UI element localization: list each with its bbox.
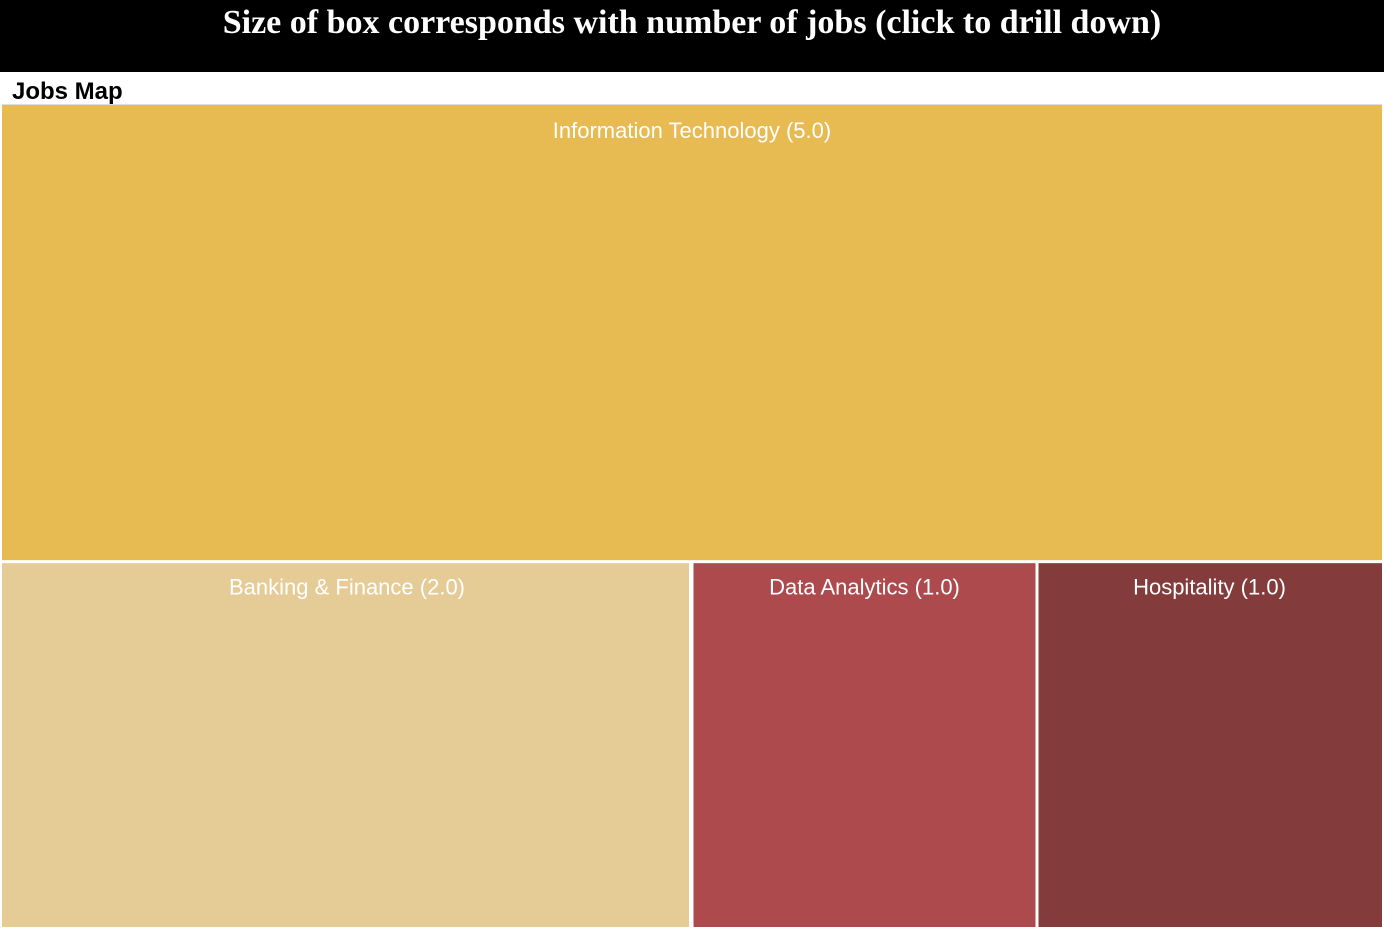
treemap-tile-rect[interactable] bbox=[1038, 563, 1383, 927]
treemap-tile-label: Hospitality (1.0) bbox=[1133, 575, 1286, 600]
treemap-tile-label: Banking & Finance (2.0) bbox=[229, 575, 465, 600]
page-header: Size of box corresponds with number of j… bbox=[0, 0, 1384, 72]
chart-title: Jobs Map bbox=[12, 78, 123, 105]
treemap-tile-label: Information Technology (5.0) bbox=[553, 118, 831, 143]
treemap-tile[interactable]: Banking & Finance (2.0) bbox=[2, 563, 689, 927]
treemap-tile-rect[interactable] bbox=[2, 563, 689, 927]
chart-title-bar: Jobs Map bbox=[2, 72, 1382, 105]
treemap-tile[interactable]: Hospitality (1.0) bbox=[1038, 563, 1383, 927]
treemap-tile-rect[interactable] bbox=[693, 563, 1036, 927]
treemap-tile-label: Data Analytics (1.0) bbox=[769, 575, 960, 600]
treemap-tile[interactable]: Data Analytics (1.0) bbox=[693, 563, 1036, 927]
treemap-tile-rect[interactable] bbox=[2, 105, 1382, 561]
treemap-tile[interactable]: Information Technology (5.0) bbox=[2, 105, 1382, 561]
page-title: Size of box corresponds with number of j… bbox=[222, 4, 1162, 41]
